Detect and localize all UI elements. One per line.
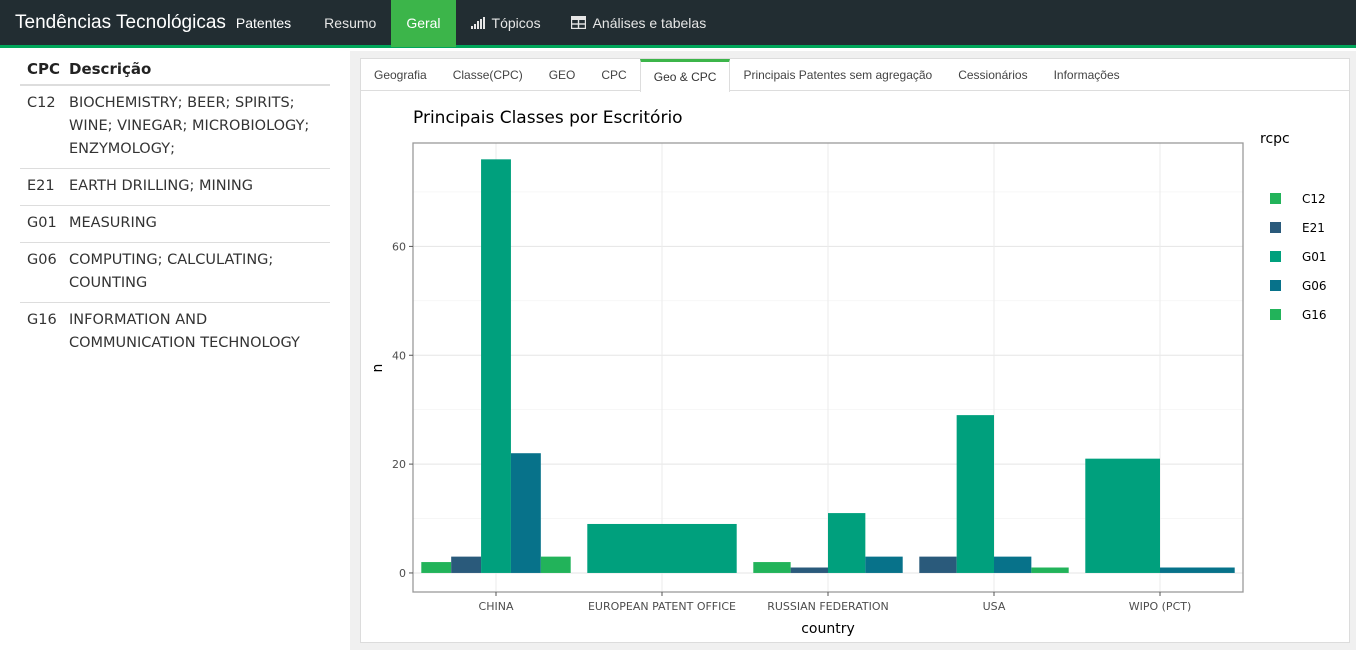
nav-analises-label: Análises e tabelas bbox=[592, 14, 707, 31]
cpc-description: INFORMATION AND COMMUNICATION TECHNOLOGY bbox=[62, 303, 330, 363]
tab-geografia[interactable]: Geografia bbox=[374, 68, 427, 82]
bar-wipo-pct--g06 bbox=[1160, 567, 1235, 573]
y-tick-label: 60 bbox=[392, 240, 406, 253]
cpc-code: C12 bbox=[20, 85, 62, 169]
legend-swatch bbox=[1270, 222, 1281, 233]
cpc-code: E21 bbox=[20, 168, 62, 206]
table-row: G06 COMPUTING; CALCULATING; COUNTING bbox=[20, 242, 330, 303]
desc-line: EARTH DRILLING; MINING bbox=[69, 178, 253, 194]
nav-geral[interactable]: Geral bbox=[391, 0, 456, 47]
legend-label: C12 bbox=[1302, 192, 1326, 206]
bar-russian-federation-c12 bbox=[753, 562, 791, 573]
bar-china-g06 bbox=[510, 453, 541, 573]
cpc-description: COMPUTING; CALCULATING; COUNTING bbox=[62, 242, 330, 303]
cpc-description-panel: CPC Descrição C12 BIOCHEMISTRY; BEER; SP… bbox=[20, 51, 330, 362]
legend-swatch bbox=[1270, 251, 1281, 262]
nav-topicos[interactable]: Tópicos bbox=[456, 0, 556, 47]
legend-swatch bbox=[1270, 193, 1281, 204]
desc-line: WINE; VINEGAR; MICROBIOLOGY; bbox=[69, 118, 310, 134]
table-row: G01 MEASURING bbox=[20, 205, 330, 243]
bar-china-g01 bbox=[481, 159, 511, 573]
y-tick-label: 40 bbox=[392, 349, 406, 362]
tab-panel: Geografia Classe(CPC) GEO CPC Geo & CPC … bbox=[360, 58, 1350, 643]
y-axis-label: n bbox=[370, 364, 386, 373]
y-tick-label: 20 bbox=[392, 458, 406, 471]
cpc-table: CPC Descrição C12 BIOCHEMISTRY; BEER; SP… bbox=[20, 51, 330, 362]
cpc-code: G01 bbox=[20, 205, 62, 243]
nav-topicos-label: Tópicos bbox=[491, 14, 541, 31]
tab-classe-cpc[interactable]: Classe(CPC) bbox=[452, 68, 523, 82]
table-icon bbox=[570, 16, 586, 29]
app-subtitle: Patentes bbox=[235, 14, 292, 31]
tab-geo-cpc[interactable]: Geo & CPC bbox=[639, 59, 731, 92]
legend-swatch bbox=[1270, 280, 1281, 291]
col-header-cpc: CPC bbox=[20, 51, 62, 86]
tab-principais-patentes[interactable]: Principais Patentes sem agregação bbox=[743, 68, 933, 82]
tab-geo[interactable]: GEO bbox=[548, 68, 576, 82]
x-tick-label: WIPO (PCT) bbox=[1129, 600, 1192, 613]
legend-label: G01 bbox=[1302, 250, 1327, 264]
cpc-description: MEASURING bbox=[62, 205, 330, 243]
legend-title: rcpc bbox=[1260, 131, 1290, 147]
nav-geral-label: Geral bbox=[406, 14, 441, 31]
y-tick-label: 0 bbox=[399, 567, 406, 580]
bar-china-g16 bbox=[540, 556, 571, 573]
desc-line: ENZYMOLOGY; bbox=[69, 141, 175, 157]
desc-line: COMMUNICATION TECHNOLOGY bbox=[69, 335, 300, 351]
cpc-code: G16 bbox=[27, 312, 57, 328]
table-row: E21 EARTH DRILLING; MINING bbox=[20, 168, 330, 206]
desc-line: COMPUTING; CALCULATING; bbox=[69, 252, 274, 268]
bar-russian-federation-g01 bbox=[828, 513, 866, 573]
bar-china-e21 bbox=[451, 556, 482, 573]
col-header-descricao: Descrição bbox=[62, 51, 330, 86]
bar-usa-g06 bbox=[994, 556, 1032, 573]
desc-line: MEASURING bbox=[69, 215, 157, 231]
legend-label: E21 bbox=[1302, 221, 1325, 235]
nav-analises[interactable]: Análises e tabelas bbox=[556, 0, 722, 47]
table-header-row: CPC Descrição bbox=[20, 51, 330, 86]
table-row: C12 BIOCHEMISTRY; BEER; SPIRITS; WINE; V… bbox=[20, 85, 330, 169]
nav-resumo[interactable]: Resumo bbox=[309, 0, 391, 47]
table-row: G16 INFORMATION AND COMMUNICATION TECHNO… bbox=[20, 303, 330, 363]
bar-russian-federation-g06 bbox=[865, 556, 903, 573]
signal-bars-icon bbox=[470, 16, 485, 29]
x-tick-label: EUROPEAN PATENT OFFICE bbox=[588, 600, 736, 613]
legend-label: G16 bbox=[1302, 308, 1327, 322]
bar-russian-federation-e21 bbox=[790, 567, 828, 573]
tab-informacoes[interactable]: Informações bbox=[1053, 68, 1120, 82]
cpc-code: G06 bbox=[20, 242, 62, 303]
desc-line: BIOCHEMISTRY; BEER; SPIRITS; bbox=[69, 95, 295, 111]
cpc-description: EARTH DRILLING; MINING bbox=[62, 168, 330, 206]
x-tick-label: RUSSIAN FEDERATION bbox=[767, 600, 889, 613]
bar-china-c12 bbox=[421, 562, 452, 573]
cpc-description: BIOCHEMISTRY; BEER; SPIRITS; WINE; VINEG… bbox=[62, 85, 330, 169]
legend-label: G06 bbox=[1302, 279, 1327, 293]
tab-cpc[interactable]: CPC bbox=[601, 68, 627, 82]
bar-chart: Principais Classes por Escritório 0 20 40 6… bbox=[370, 108, 1327, 637]
bar-usa-g16 bbox=[1031, 567, 1069, 573]
desc-line: COUNTING bbox=[69, 275, 148, 291]
bar-usa-g01 bbox=[956, 415, 994, 573]
app-title: Tendências Tecnológicas bbox=[15, 11, 226, 33]
x-tick-label: CHINA bbox=[479, 600, 514, 613]
y-axis: 0 20 40 60 bbox=[392, 240, 413, 580]
x-axis: CHINA EUROPEAN PATENT OFFICE RUSSIAN FEDER… bbox=[479, 592, 1192, 613]
tab-cessionarios[interactable]: Cessionários bbox=[958, 68, 1028, 82]
x-axis-label: country bbox=[801, 621, 855, 637]
chart-title: Principais Classes por Escritório bbox=[413, 108, 683, 128]
bars-layer bbox=[421, 159, 1235, 573]
bar-european-patent-office-g01 bbox=[587, 523, 737, 573]
x-tick-label: USA bbox=[983, 600, 1006, 613]
desc-line: INFORMATION AND bbox=[69, 312, 208, 328]
tab-bar: Geografia Classe(CPC) GEO CPC Geo & CPC … bbox=[361, 59, 1349, 92]
nav-resumo-label: Resumo bbox=[324, 14, 377, 31]
bar-wipo-pct--g01 bbox=[1085, 458, 1160, 573]
top-navbar: Tendências Tecnológicas Patentes Resumo … bbox=[0, 0, 1356, 48]
legend-swatch bbox=[1270, 309, 1281, 320]
bar-usa-e21 bbox=[919, 556, 957, 573]
legend: C12 E21 G01 G06 G16 bbox=[1270, 192, 1327, 322]
